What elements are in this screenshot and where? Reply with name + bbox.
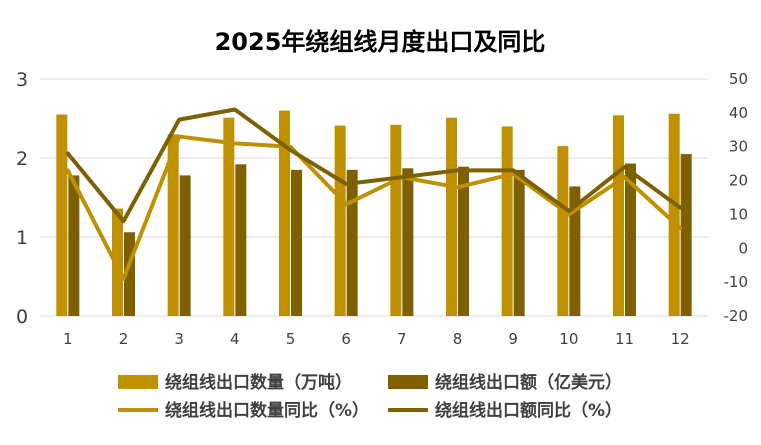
left-axis: 0 1 2 3 bbox=[16, 69, 28, 328]
bar bbox=[291, 169, 302, 316]
legend-label: 绕组线出口数量同比（%） bbox=[165, 400, 369, 421]
bar bbox=[346, 169, 358, 316]
bar bbox=[680, 154, 692, 316]
right-axis-tick-label: -10 bbox=[724, 273, 749, 291]
bar bbox=[446, 117, 457, 317]
x-axis-tick-label: 8 bbox=[453, 330, 463, 348]
series-lines bbox=[65, 107, 683, 281]
bar bbox=[235, 164, 247, 316]
series-line bbox=[65, 134, 683, 281]
left-axis-tick-label: 1 bbox=[16, 227, 28, 249]
left-axis-tick-label: 2 bbox=[16, 148, 28, 170]
legend-label: 绕组线出口额（亿美元） bbox=[435, 372, 622, 393]
bar bbox=[513, 169, 525, 316]
bar bbox=[390, 124, 402, 316]
x-axis: 1 2 3 4 5 6 7 8 9 10 11 12 bbox=[63, 330, 690, 348]
x-axis-tick-label: 7 bbox=[397, 330, 407, 348]
right-axis-tick-label: 30 bbox=[729, 138, 748, 156]
legend: 绕组线出口数量（万吨） 绕组线出口额（亿美元） 绕组线出口数量同比（%） 绕组线出口额… bbox=[118, 372, 622, 421]
chart-title: 2025年绕组线月度出口及同比 bbox=[215, 28, 546, 56]
legend-swatch bbox=[118, 375, 158, 389]
bar bbox=[613, 115, 624, 316]
right-axis-tick-label: 50 bbox=[729, 70, 748, 88]
right-axis-tick-label: 0 bbox=[738, 239, 748, 257]
x-axis-tick-label: 3 bbox=[174, 330, 184, 348]
right-axis-tick-label: -20 bbox=[724, 307, 749, 325]
bar bbox=[458, 166, 469, 316]
bar bbox=[625, 163, 636, 316]
x-axis-tick-label: 10 bbox=[559, 330, 578, 348]
x-axis-tick-label: 12 bbox=[671, 330, 690, 348]
left-axis-tick-label: 0 bbox=[16, 306, 28, 328]
bar bbox=[334, 125, 346, 316]
x-axis-tick-label: 1 bbox=[63, 330, 73, 348]
x-axis-tick-label: 11 bbox=[615, 330, 634, 348]
legend-label: 绕组线出口额同比（%） bbox=[435, 400, 622, 421]
right-axis: -20 -10 0 10 20 30 40 50 bbox=[724, 70, 749, 325]
bar bbox=[223, 117, 235, 317]
x-axis-tick-label: 9 bbox=[508, 330, 518, 348]
bar bbox=[112, 208, 123, 316]
x-axis-tick-label: 6 bbox=[341, 330, 351, 348]
gridlines bbox=[40, 78, 708, 317]
bar bbox=[668, 113, 680, 316]
bar bbox=[279, 110, 290, 316]
bar bbox=[501, 126, 513, 317]
x-axis-tick-label: 4 bbox=[230, 330, 240, 348]
bars bbox=[56, 110, 692, 317]
series-line bbox=[65, 107, 683, 224]
right-axis-tick-label: 10 bbox=[729, 205, 748, 223]
x-axis-tick-label: 2 bbox=[119, 330, 129, 348]
bar bbox=[124, 232, 135, 316]
bar bbox=[557, 146, 569, 316]
right-axis-tick-label: 40 bbox=[729, 104, 748, 122]
bar bbox=[402, 168, 414, 316]
bar bbox=[167, 134, 179, 316]
legend-label: 绕组线出口数量（万吨） bbox=[165, 372, 352, 393]
legend-swatch bbox=[388, 375, 428, 389]
bar bbox=[56, 114, 68, 316]
left-axis-tick-label: 3 bbox=[16, 69, 28, 91]
x-axis-tick-label: 5 bbox=[286, 330, 296, 348]
right-axis-tick-label: 20 bbox=[729, 172, 748, 190]
bar bbox=[68, 175, 80, 316]
bar bbox=[179, 175, 191, 316]
bar bbox=[569, 186, 581, 316]
